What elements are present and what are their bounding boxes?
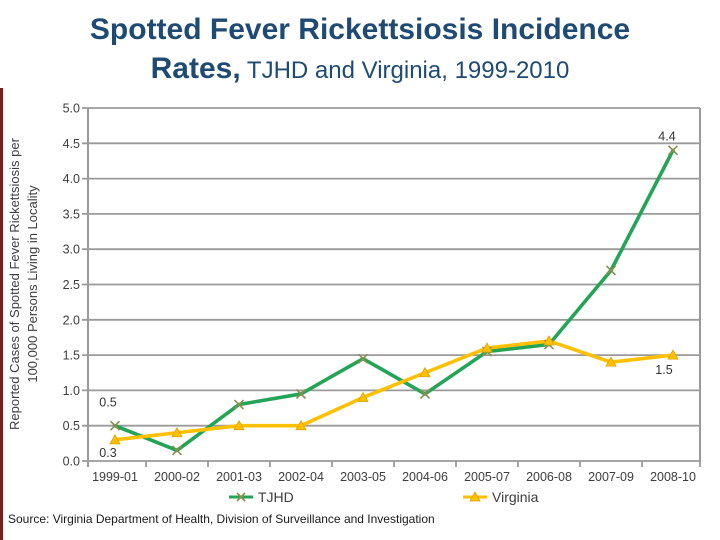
tjhd-x-marker	[419, 388, 431, 399]
y-axis-title-line1: Reported Cases of Spotted Fever Ricketts…	[7, 138, 22, 430]
virginia-line	[113, 339, 675, 442]
y-tick-label: 5.0	[63, 103, 80, 116]
data-label: 1.5	[655, 363, 672, 377]
tjhd-line-x-marker-icon	[229, 492, 253, 502]
source-note: Source: Virginia Department of Health, D…	[8, 512, 435, 526]
x-tick-label: 2000-02	[154, 470, 200, 484]
x-tick-label: 1999-01	[92, 470, 138, 484]
chart-legend: TJHD Virginia	[0, 489, 720, 509]
tjhd-x-marker	[605, 265, 617, 276]
virginia-triangle-marker	[481, 342, 493, 353]
virginia-triangle-marker	[295, 419, 307, 431]
chart-title-bold: Rates,	[150, 52, 241, 85]
virginia-triangle-marker	[605, 356, 617, 367]
y-tick-label: 1.5	[63, 349, 80, 363]
virginia-triangle-marker	[171, 426, 183, 438]
legend-label-tjhd: TJHD	[258, 489, 294, 505]
x-tick-label: 2001-03	[216, 470, 262, 484]
chart-subtitle: TJHD and Virginia, 1999-2010	[240, 57, 570, 84]
left-accent-stripe	[0, 88, 3, 540]
y-tick-label: 2.0	[63, 313, 80, 327]
data-label: 0.3	[99, 446, 116, 460]
tjhd-x-marker	[295, 388, 307, 399]
y-tick-label: 2.5	[63, 278, 80, 292]
y-axis-title: Reported Cases of Spotted Fever Ricketts…	[6, 104, 42, 464]
tjhd-x-marker	[171, 445, 183, 456]
y-axis-title-line2: 100,000 Persons Living in Locality	[25, 185, 40, 383]
legend-item-virginia: Virginia	[462, 489, 538, 505]
x-tick-label: 2002-04	[278, 470, 324, 484]
virginia-triangle-marker	[667, 349, 679, 360]
tjhd-x-marker	[667, 145, 679, 156]
virginia-triangle-marker	[109, 433, 121, 445]
x-tick-label: 2008-10	[650, 470, 696, 484]
legend-label-virginia: Virginia	[492, 489, 539, 505]
x-tick-label: 2006-08	[526, 470, 572, 484]
x-tick-label: 2007-09	[588, 470, 634, 484]
chart-title-line1: Spotted Fever Rickettsiosis Incidence	[89, 13, 631, 46]
chart-title-line2: Rates, TJHD and Virginia, 1999-2010	[10, 50, 710, 93]
virginia-triangle-marker	[543, 335, 555, 346]
legend-item-tjhd: TJHD	[228, 489, 294, 505]
incidence-line-chart: 0.0 0.5 1.0 1.5 2.0 2.5 3.0 3.5 4.0 4.5 5.0 1999-01…	[63, 103, 701, 484]
y-tick-label: 0.0	[63, 455, 80, 469]
x-tick-label: 2003-05	[340, 470, 386, 484]
tjhd-x-marker	[233, 399, 245, 410]
data-label: 4.4	[658, 129, 675, 143]
tjhd-line	[113, 148, 675, 453]
y-tick-label: 3.5	[63, 207, 80, 221]
y-tick-label: 4.0	[63, 172, 80, 186]
virginia-triangle-marker	[233, 419, 245, 431]
y-tick-label: 0.5	[63, 419, 80, 433]
virginia-triangle-marker	[419, 366, 431, 378]
tjhd-x-marker	[357, 353, 369, 364]
y-tick-label: 4.5	[63, 137, 80, 151]
y-tick-label: 1.0	[63, 384, 80, 398]
y-tick-label: 3.0	[63, 243, 80, 257]
x-tick-label: 2005-07	[464, 470, 510, 484]
virginia-triangle-marker	[357, 391, 369, 402]
x-tick-label: 2004-06	[402, 470, 448, 484]
chart-title: Spotted Fever Rickettsiosis Incidence Ra…	[10, 10, 710, 93]
data-label: 0.5	[99, 396, 116, 410]
tjhd-x-marker	[109, 420, 121, 431]
virginia-line-triangle-marker-icon	[463, 491, 487, 502]
